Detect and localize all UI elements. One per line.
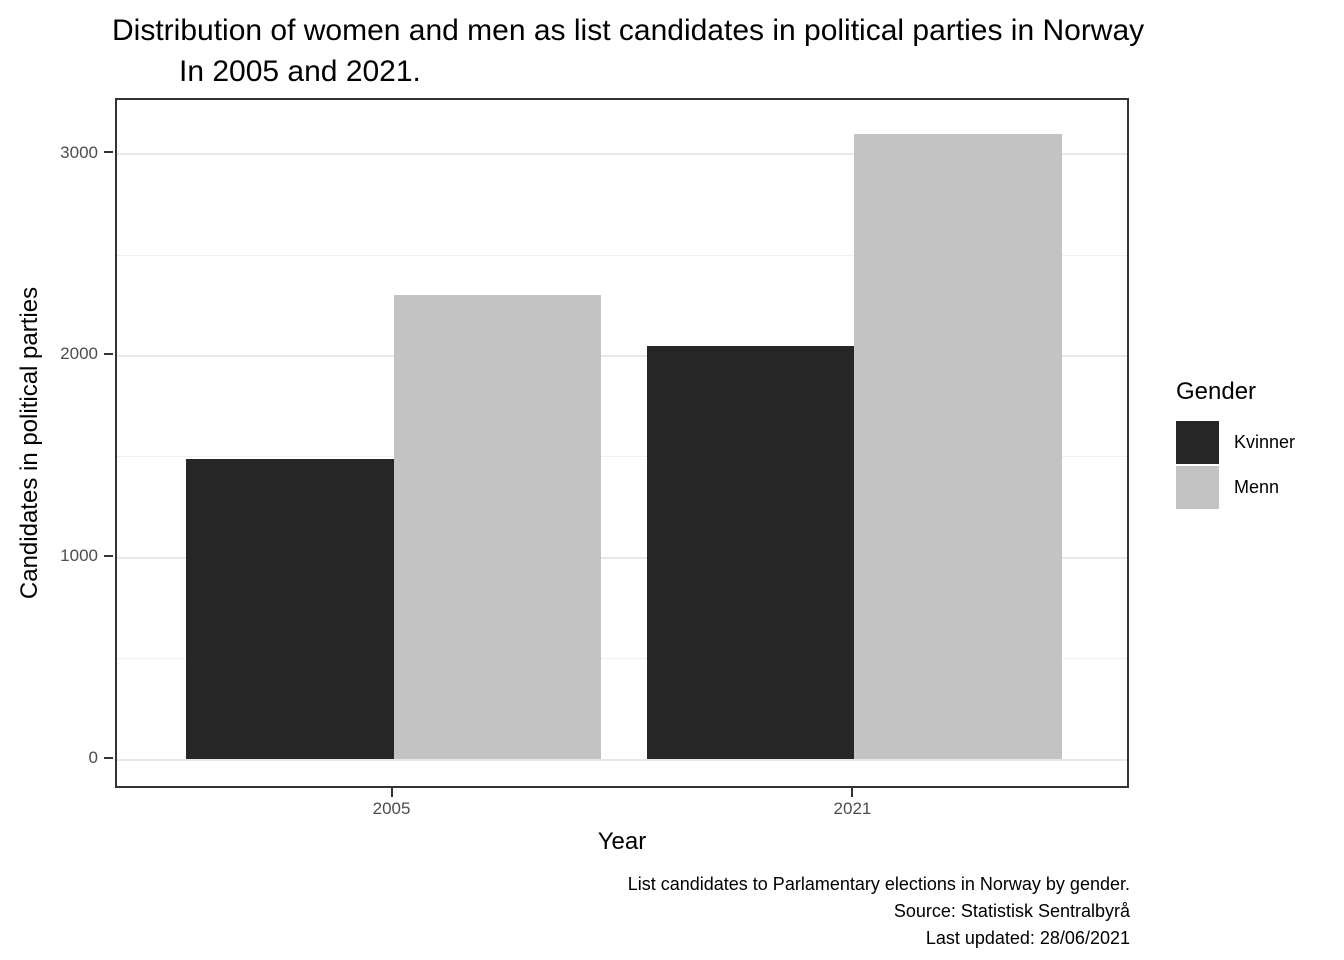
bar-menn-2005 bbox=[393, 295, 601, 760]
y-axis-tick-label: 1000 bbox=[60, 546, 98, 566]
caption-line2: Source: Statistisk Sentralbyrå bbox=[893, 901, 1130, 921]
bar-kvinner-2021 bbox=[647, 345, 855, 760]
bar-menn-2021 bbox=[854, 133, 1062, 760]
legend-item-kvinner: Kvinner bbox=[1176, 421, 1295, 464]
caption-line3: Last updated: 28/06/2021 bbox=[925, 928, 1130, 948]
legend-label: Menn bbox=[1234, 477, 1280, 497]
legend-swatch-kvinner bbox=[1176, 421, 1219, 464]
legend-title: Gender bbox=[1176, 378, 1257, 405]
y-axis-tick bbox=[104, 151, 113, 154]
chart-title: Distribution of women and men as list ca… bbox=[112, 10, 1144, 92]
y-axis-tick bbox=[104, 756, 113, 759]
gridline-minor bbox=[117, 456, 1127, 458]
gridline-minor bbox=[117, 254, 1127, 256]
y-axis-tick-label: 0 bbox=[88, 748, 98, 767]
caption: List candidates to Parlamentary election… bbox=[628, 871, 1130, 952]
chart-title-line1: Distribution of women and men as list ca… bbox=[112, 14, 1145, 47]
plot-panel bbox=[115, 98, 1129, 788]
y-axis-tick bbox=[104, 352, 113, 355]
gridline-minor bbox=[117, 658, 1127, 660]
y-axis-tick bbox=[104, 554, 113, 557]
legend-label: Kvinner bbox=[1234, 432, 1296, 452]
x-axis-tick bbox=[851, 788, 854, 797]
x-axis-tick-label: 2021 bbox=[833, 799, 872, 818]
gridline-major bbox=[117, 556, 1127, 559]
caption-line1: List candidates to Parlamentary election… bbox=[627, 874, 1130, 894]
x-axis-tick bbox=[390, 788, 393, 797]
bar-kvinner-2005 bbox=[186, 458, 394, 760]
y-axis-tick-label: 2000 bbox=[60, 344, 98, 364]
chart-title-line2: In 2005 and 2021. bbox=[179, 55, 421, 88]
legend-items: Kvinner Menn bbox=[1176, 421, 1295, 509]
gridline-major bbox=[117, 354, 1127, 357]
x-axis-tick-label: 2005 bbox=[372, 799, 411, 818]
gridline-major bbox=[117, 153, 1127, 156]
y-axis-tick-label: 3000 bbox=[60, 142, 98, 162]
x-axis-title: Year bbox=[597, 828, 647, 855]
legend-item-menn: Menn bbox=[1176, 466, 1295, 509]
gridline-major bbox=[117, 758, 1127, 761]
legend: Gender Kvinner Menn bbox=[1176, 378, 1295, 511]
legend-swatch-menn bbox=[1176, 466, 1219, 509]
